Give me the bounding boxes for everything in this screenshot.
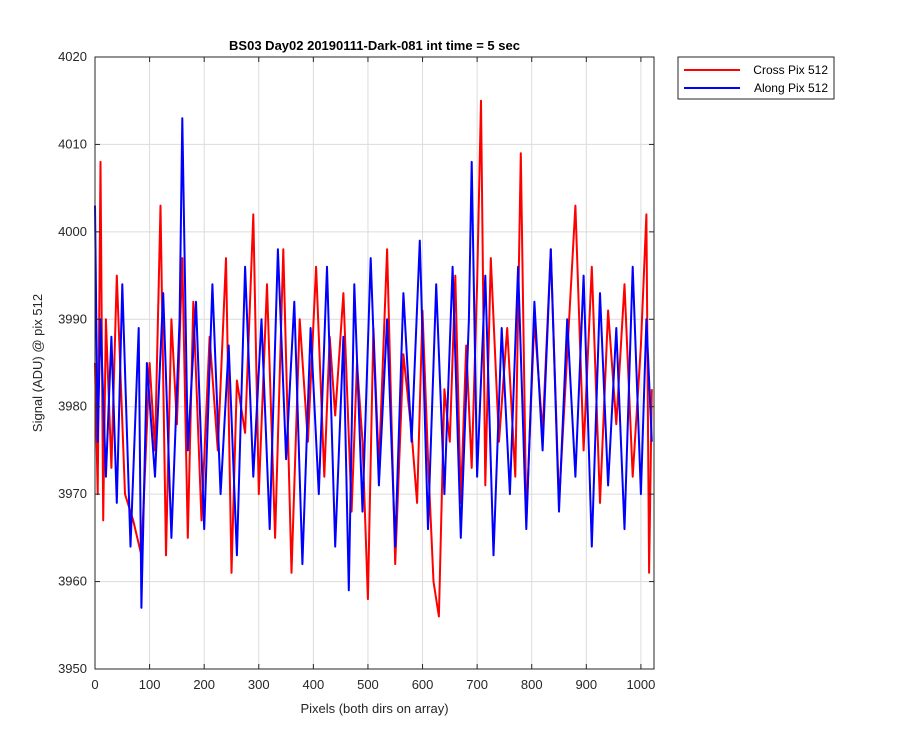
x-tick-label: 0: [91, 677, 98, 692]
y-tick-label: 4000: [58, 224, 87, 239]
y-tick-label: 3990: [58, 311, 87, 326]
y-axis-label: Signal (ADU) @ pix 512: [30, 294, 45, 432]
legend[interactable]: Cross Pix 512 Along Pix 512: [677, 56, 835, 100]
axes-box: [94, 56, 655, 670]
series-line-along: [94, 117, 653, 609]
y-tick-label: 3960: [58, 574, 87, 589]
legend-box: [677, 56, 835, 100]
y-tick-label: 4010: [58, 136, 87, 151]
y-tick-label: 3980: [58, 399, 87, 414]
x-tick-label: 500: [357, 677, 379, 692]
y-tick-label: 3970: [58, 486, 87, 501]
y-tick-label: 3950: [58, 661, 87, 676]
chart-title: BS03 Day02 20190111-Dark-081 int time = …: [229, 38, 520, 53]
x-tick-label: 200: [193, 677, 215, 692]
x-tick-label: 1000: [626, 677, 655, 692]
series-layer: [94, 99, 653, 618]
x-axis-label: Pixels (both dirs on array): [300, 701, 448, 716]
x-tick-label: 400: [303, 677, 325, 692]
x-tick-label: 800: [521, 677, 543, 692]
legend-label-along: Along Pix 512: [754, 81, 828, 95]
x-tick-label: 900: [575, 677, 597, 692]
x-tick-label: 600: [412, 677, 434, 692]
ticks: 0 100 200 300 400 500 600 700 800 900 1000 3950 3960…: [58, 49, 655, 692]
x-tick-label: 300: [248, 677, 270, 692]
legend-label-cross: Cross Pix 512: [753, 63, 828, 77]
x-tick-label: 700: [466, 677, 488, 692]
x-tick-label: 100: [139, 677, 161, 692]
y-tick-label: 4020: [58, 49, 87, 64]
